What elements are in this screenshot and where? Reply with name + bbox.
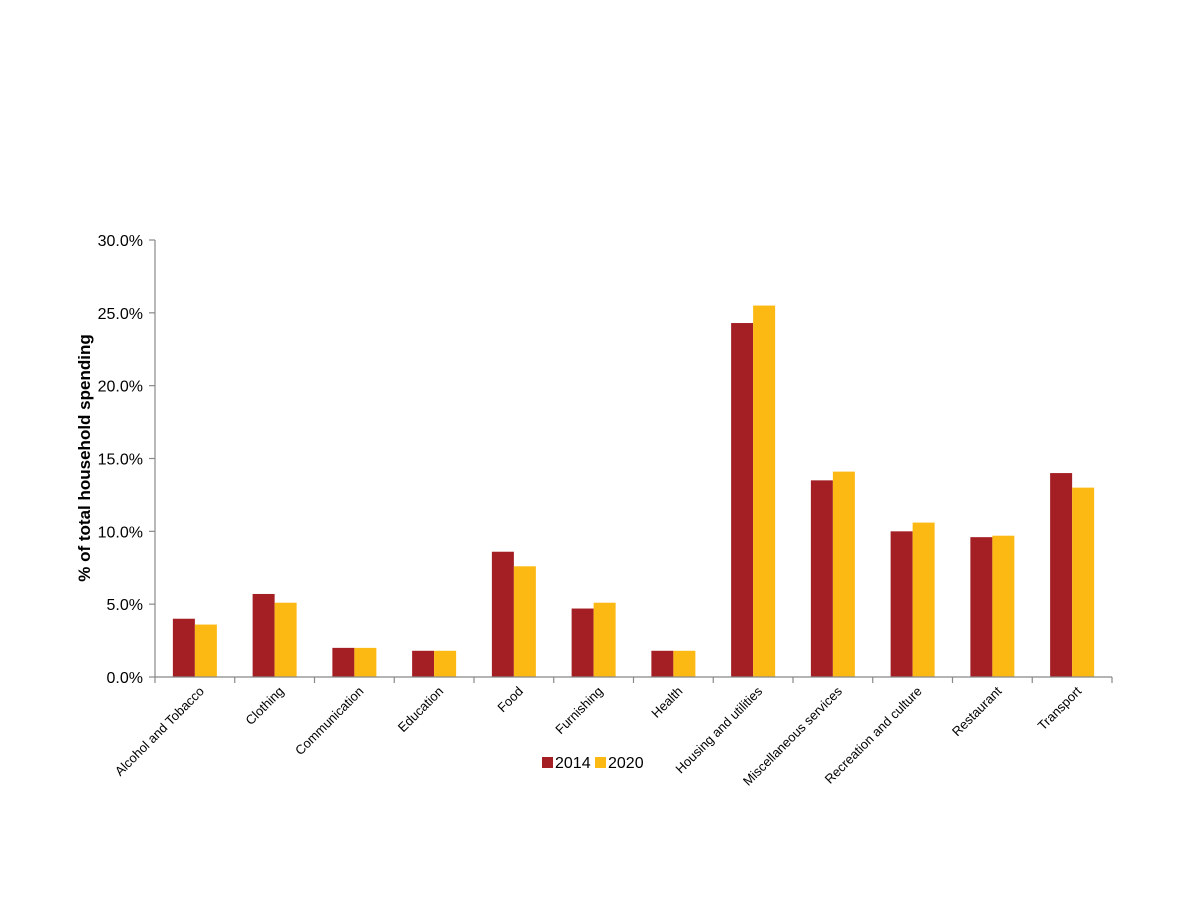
x-tick-label: Alcohol and Tobacco [112, 684, 207, 779]
legend-swatch-2020 [595, 757, 606, 768]
bar-2020-2 [274, 602, 297, 677]
bar-2014-3 [332, 647, 355, 677]
bar-2014-1 [172, 618, 195, 677]
bar-2014-6 [571, 608, 594, 677]
bar-2020-1 [194, 624, 217, 677]
bar-2020-11 [992, 535, 1015, 677]
bar-2014-4 [412, 650, 435, 677]
bar-2020-3 [354, 647, 377, 677]
x-tick-label: Furnishing [552, 684, 606, 738]
y-tick-label: 20.0% [98, 379, 143, 396]
x-tick-label: Communication [292, 684, 366, 758]
y-axis-title: % of total household spending [75, 334, 94, 581]
x-tick-label: Food [494, 684, 526, 716]
x-tick-label: Clothing [242, 684, 286, 728]
bar-2014-8 [731, 323, 754, 677]
legend-label-2020: 2020 [608, 755, 644, 772]
axes-layer [149, 239, 1113, 683]
bar-2020-6 [593, 602, 616, 677]
bar-2020-7 [673, 650, 696, 677]
bar-2014-10 [890, 531, 913, 677]
bar-2014-9 [810, 480, 833, 677]
bar-2020-5 [513, 566, 536, 677]
bar-2014-7 [651, 650, 674, 677]
bar-2020-10 [912, 522, 935, 677]
bars-layer [172, 305, 1095, 677]
y-tick-label: 5.0% [107, 597, 143, 614]
x-tick-label: Housing and utilities [672, 683, 765, 776]
legend-label-2014: 2014 [555, 755, 591, 772]
legend-swatch-2014 [542, 757, 553, 768]
bar-2020-8 [753, 305, 776, 677]
x-tick-label: Health [648, 684, 685, 721]
bar-2014-11 [970, 537, 993, 677]
x-tick-label: Restaurant [949, 683, 1005, 739]
y-tick-label: 10.0% [98, 524, 143, 541]
bar-2014-5 [491, 551, 514, 677]
x-tick-label: Education [395, 684, 446, 735]
y-tick-label: 25.0% [98, 306, 143, 323]
x-tick-label: Transport [1035, 683, 1085, 733]
bar-2020-9 [832, 471, 855, 677]
legend: 2014 2020 [542, 755, 644, 772]
bar-2014-12 [1050, 473, 1073, 677]
y-tick-label: 30.0% [98, 233, 143, 250]
bar-2020-4 [434, 650, 457, 677]
y-tick-label: 15.0% [98, 452, 143, 469]
bar-2020-12 [1072, 487, 1095, 677]
y-tick-label: 0.0% [107, 670, 143, 687]
labels-layer: 0.0% 5.0% 10.0% 15.0% 20.0% 25.0% 30.0% Alcohol… [98, 233, 1085, 789]
bar-2014-2 [252, 593, 275, 677]
